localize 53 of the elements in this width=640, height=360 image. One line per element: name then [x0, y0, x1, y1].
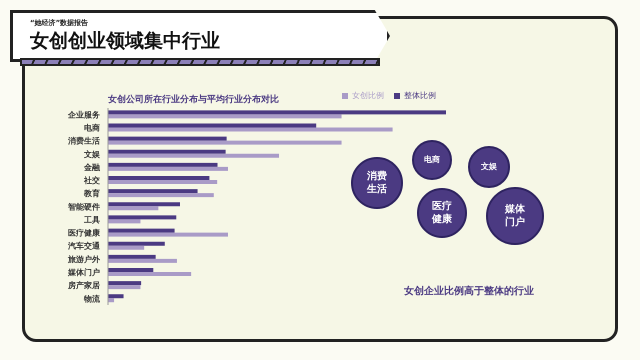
- annotation: 医疗健康: [432, 200, 452, 226]
- y-tick-label: 企业服务: [67, 110, 100, 120]
- bar: [108, 154, 280, 158]
- annotation: 女创企业比例高于整体的行业: [404, 284, 534, 298]
- y-tick-label: 教育: [83, 188, 100, 198]
- y-tick-label: 媒体门户: [67, 267, 100, 278]
- bar: [108, 193, 214, 198]
- bar: [108, 281, 142, 286]
- chart-title: 女创创业领域集中行业: [30, 29, 220, 54]
- bar: [108, 123, 316, 128]
- bar: [108, 298, 114, 302]
- bar: [108, 285, 140, 290]
- legend-label: 整体比例: [404, 91, 436, 100]
- bar: [108, 246, 144, 250]
- bar: [108, 136, 227, 141]
- bar: [108, 180, 218, 184]
- bar: [108, 176, 210, 180]
- bar: [108, 140, 342, 145]
- bar: [108, 228, 175, 233]
- bar: [108, 268, 154, 272]
- bar: [108, 258, 177, 263]
- legend-label: 女创比例: [352, 91, 384, 100]
- y-tick-label: 社交: [83, 175, 100, 186]
- bar: [108, 162, 218, 167]
- bar: [108, 110, 446, 114]
- bar: [108, 219, 140, 224]
- y-tick-label: 工具: [83, 215, 100, 224]
- bar: [108, 242, 165, 246]
- bar: [108, 294, 124, 298]
- chart-subtitle: 女创公司所在行业分布与平均行业分布对比: [108, 93, 279, 106]
- bar: [108, 189, 198, 194]
- y-tick-label: 医疗健康: [68, 228, 101, 238]
- bar: [108, 215, 176, 220]
- bar: [108, 114, 342, 118]
- bar: [108, 254, 156, 259]
- annotation: 消费生活: [366, 170, 388, 196]
- bar: [108, 166, 228, 171]
- y-tick-label: 消费生活: [67, 136, 100, 146]
- y-tick-label: 房产家居: [67, 280, 100, 290]
- y-tick-label: 智能硬件: [67, 202, 100, 212]
- y-tick-label: 物流: [83, 293, 101, 304]
- bar: [108, 127, 393, 132]
- annotation: 电商: [424, 154, 440, 166]
- bar: [108, 272, 192, 276]
- bar: [108, 202, 180, 206]
- y-tick-label: 文娱: [83, 150, 101, 159]
- y-tick-label: 汽车交通: [67, 240, 101, 251]
- y-tick-label: 金融: [83, 162, 101, 172]
- y-tick-label: 旅游户外: [67, 254, 101, 264]
- bar: [108, 150, 226, 154]
- y-tick-label: 电商: [84, 122, 100, 133]
- bar: [108, 232, 228, 237]
- bar: [108, 206, 158, 210]
